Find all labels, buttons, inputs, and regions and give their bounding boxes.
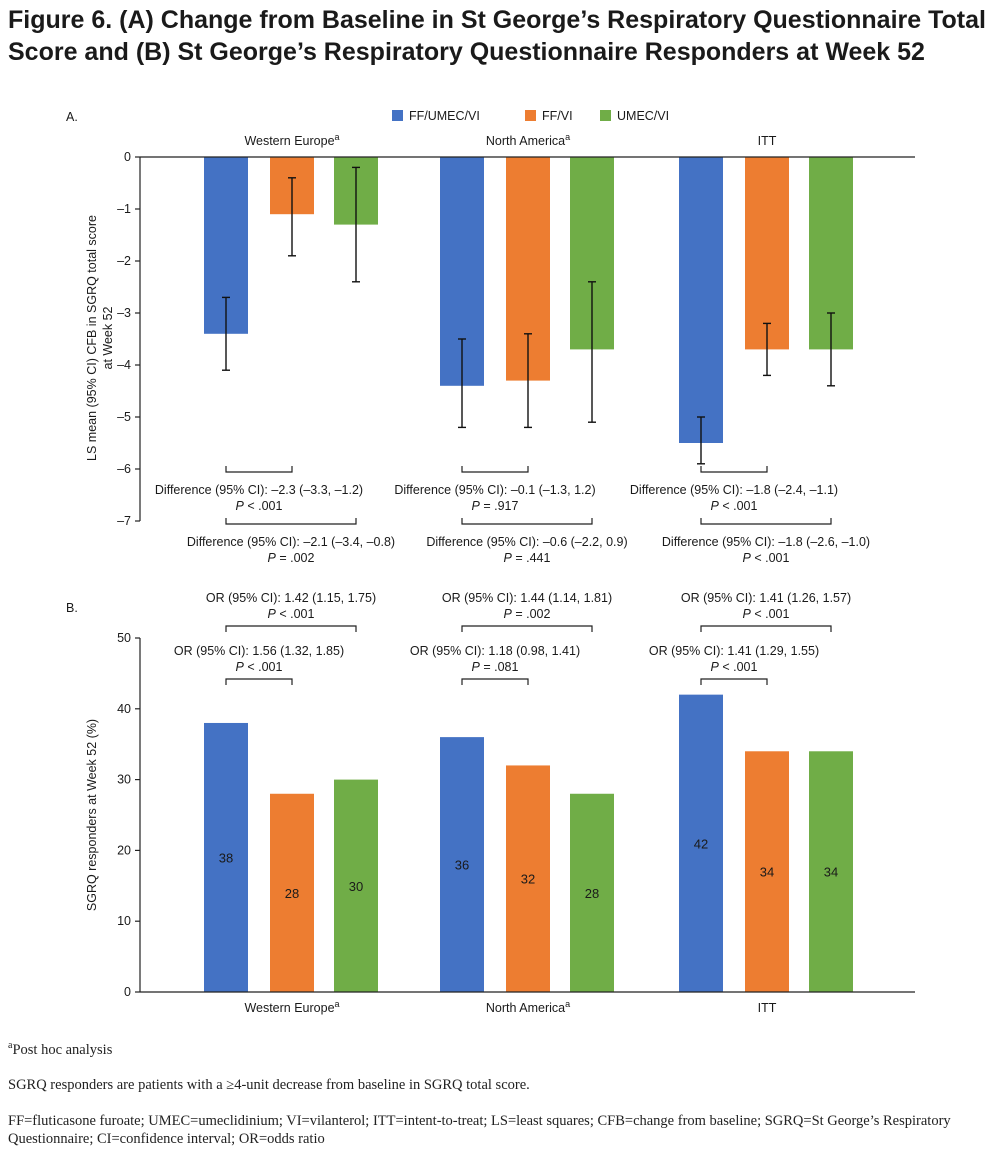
panel-b-y-tick-label: 40 [117,702,131,716]
panel-b-comparison-bracket [461,678,529,685]
panel-a-comparison-bracket [700,466,768,473]
panel-a-y-tick-label: –7 [117,514,131,528]
panel-b-data-label: 34 [824,865,838,880]
panel-a-comparison-bracket [461,466,529,473]
panel-a-comparison-text-5: Difference (95% CI): –1.8 (–2.4, –1.1) [630,483,838,497]
panel-a-comparison-text-1: Difference (95% CI): –2.3 (–3.3, –1.2) [155,483,363,497]
panel-b-comparison-p-4: P = .081 [472,660,519,674]
panel-b-data-label: 36 [455,858,469,873]
panel-b-group-label-2: North Americaa [486,999,570,1015]
panel-a-group-label-3: ITT [758,134,777,148]
panel-a-comparison-p-1: P < .001 [236,499,283,513]
footnote-responders: SGRQ responders are patients with a ≥4-u… [8,1077,530,1093]
panel-b-comparison-text-4: OR (95% CI): 1.18 (0.98, 1.41) [410,644,580,658]
panel-a-comparison-p-6: P < .001 [743,551,790,565]
panel-b-bar [745,751,789,992]
panel-b-label: B. [66,601,78,615]
panel-b-comparison-text-3: OR (95% CI): 1.44 (1.14, 1.81) [442,591,612,605]
panel-b-bar [204,722,248,992]
figure-chart: FF/UMEC/VI FF/VI UMEC/VI A. Western Europea N… [66,109,915,1015]
panel-b-bar [809,751,853,992]
panel-b-comparison-bracket [461,625,593,632]
panel-a-label: A. [66,110,78,124]
panel-b-comparison-p-2: P < .001 [236,660,283,674]
panel-b-bar [570,793,614,992]
legend-swatch-1 [392,110,403,121]
panel-b-y-tick-label: 20 [117,843,131,857]
panel-b-comparison-p-5: P < .001 [743,607,790,621]
panel-b-comparison-text-6: OR (95% CI): 1.41 (1.29, 1.55) [649,644,819,658]
panel-a-comparison-bracket [225,466,293,473]
panel-a-comparison-p-5: P < .001 [711,499,758,513]
panel-b-comparison-text-1: OR (95% CI): 1.42 (1.15, 1.75) [206,591,376,605]
legend-swatch-2 [525,110,536,121]
panel-a-comparison-text-3: Difference (95% CI): –0.1 (–1.3, 1.2) [394,483,595,497]
panel-a-y-tick-label: –6 [117,462,131,476]
panel-b-comparison-p-1: P < .001 [268,607,315,621]
panel-a-bar [745,157,789,350]
panel-a-comparison-text-2: Difference (95% CI): –2.1 (–3.4, –0.8) [187,535,395,549]
panel-b-data-label: 42 [694,836,708,851]
panel-a-y-axis-title-line-1: LS mean (95% CI) CFB in SGRQ total score [85,215,99,461]
footnote-post-hoc-text: Post hoc analysis [12,1042,113,1058]
panel-a-comparison-text-4: Difference (95% CI): –0.6 (–2.2, 0.9) [426,535,627,549]
panel-b-data-label: 28 [585,886,599,901]
panel-a-y-tick-label: –4 [117,358,131,372]
panel-a-y-tick-label: 0 [124,150,131,164]
panel-a-comparison-p-4: P = .441 [504,551,551,565]
panel-a-comparison-bracket [700,518,832,525]
panel-b-data-label: 34 [760,865,774,880]
panel-b-bar [506,765,550,992]
panel-b-data-label: 30 [349,879,363,894]
panel-b-comparison-bracket [225,678,293,685]
panel-a-group-label-2: North Americaa [486,132,570,148]
panel-a-y-tick-label: –5 [117,410,131,424]
panel-b-bar [440,737,484,992]
figure-title: Figure 6. (A) Change from Baseline in St… [8,4,993,68]
panel-b-data-label: 28 [285,886,299,901]
panel-b-bar [334,779,378,992]
panel-a-y-tick-label: –3 [117,306,131,320]
footnote-marker: a [8,1040,13,1052]
figure-title-line-2: Score and (B) St George’s Respiratory Qu… [8,38,925,66]
legend-swatch-3 [600,110,611,121]
panel-b-comparison-text-5: OR (95% CI): 1.41 (1.26, 1.57) [681,591,851,605]
footnote-post-hoc: aPost hoc analysis [8,1041,112,1059]
panel-b-y-tick-label: 30 [117,773,131,787]
footnote-abbreviations: FF=fluticasone furoate; UMEC=umeclidiniu… [8,1113,951,1147]
panel-b-comparison-p-3: P = .002 [504,607,551,621]
legend-label-3: UMEC/VI [617,109,669,123]
panel-b-comparison-text-2: OR (95% CI): 1.56 (1.32, 1.85) [174,644,344,658]
panel-a-comparison-p-3: P = .917 [472,499,519,513]
panel-a-group-label-1: Western Europea [244,132,339,148]
panel-b-comparison-bracket [700,625,832,632]
legend-label-1: FF/UMEC/VI [409,109,480,123]
panel-b-data-label: 38 [219,850,233,865]
panel-a-bar [679,157,723,443]
panel-b-y-tick-label: 50 [117,631,131,645]
panel-a-y-tick-label: –1 [117,202,131,216]
panel-a-y-tick-label: –2 [117,254,131,268]
panel-a-y-axis-title-line-2: at Week 52 [101,306,115,369]
panel-a-comparison-bracket [225,518,357,525]
panel-b-comparison-bracket [225,625,357,632]
panel-b-y-tick-label: 0 [124,985,131,999]
panel-b-comparison-bracket [700,678,768,685]
figure-title-line-1: Figure 6. (A) Change from Baseline in St… [8,6,986,34]
panel-b-y-tick-label: 10 [117,914,131,928]
panel-b-bar [270,793,314,992]
panel-b-group-label-3: ITT [758,1001,777,1015]
panel-a-comparison-text-6: Difference (95% CI): –1.8 (–2.6, –1.0) [662,535,870,549]
panel-a-comparison-bracket [461,518,593,525]
panel-b-y-axis-title: SGRQ responders at Week 52 (%) [85,719,99,911]
legend-label-2: FF/VI [542,109,573,123]
panel-b-group-label-1: Western Europea [244,999,339,1015]
panel-a-comparison-p-2: P = .002 [268,551,315,565]
panel-b-data-label: 32 [521,872,535,887]
panel-b-comparison-p-6: P < .001 [711,660,758,674]
panel-b-bar [679,694,723,992]
